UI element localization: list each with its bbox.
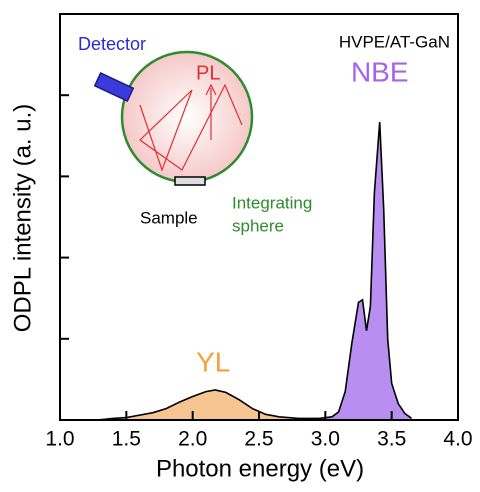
line	[318, 121, 413, 420]
inset-diagram: Detector PL Sample Integrating sphere	[78, 34, 312, 236]
y-axis-label: ODPL intensity (a. u.)	[9, 104, 36, 333]
x-tick-label: 2.5	[244, 428, 273, 451]
plot-area: YL NBE	[97, 56, 413, 421]
sphere-label: sphere	[232, 216, 284, 235]
x-tick-label: 2.0	[178, 428, 207, 451]
sample	[174, 176, 206, 186]
x-tick-label: 3.5	[377, 428, 406, 451]
x-tick-label: 4.0	[443, 428, 472, 451]
area	[318, 122, 412, 420]
x-tick-label: 3.0	[311, 428, 340, 451]
series-label: NBE	[351, 56, 409, 87]
pl-arrow-head	[205, 83, 217, 96]
area	[97, 390, 319, 420]
detector	[93, 72, 135, 102]
series-label: YL	[196, 346, 230, 377]
detector-label: Detector	[78, 34, 146, 54]
x-tick-label: 1.0	[45, 428, 74, 451]
x-tick-label: 1.5	[112, 428, 141, 451]
sample-label: Sample	[140, 208, 198, 227]
line	[97, 389, 319, 421]
x-axis-label: Photon energy (eV)	[156, 455, 364, 482]
light-path	[139, 83, 243, 172]
pl-label: PL	[196, 62, 220, 84]
sphere-label: Integrating	[232, 193, 312, 212]
integrating-sphere	[120, 50, 254, 184]
sample-annotation: HVPE/AT-GaN	[339, 32, 450, 51]
